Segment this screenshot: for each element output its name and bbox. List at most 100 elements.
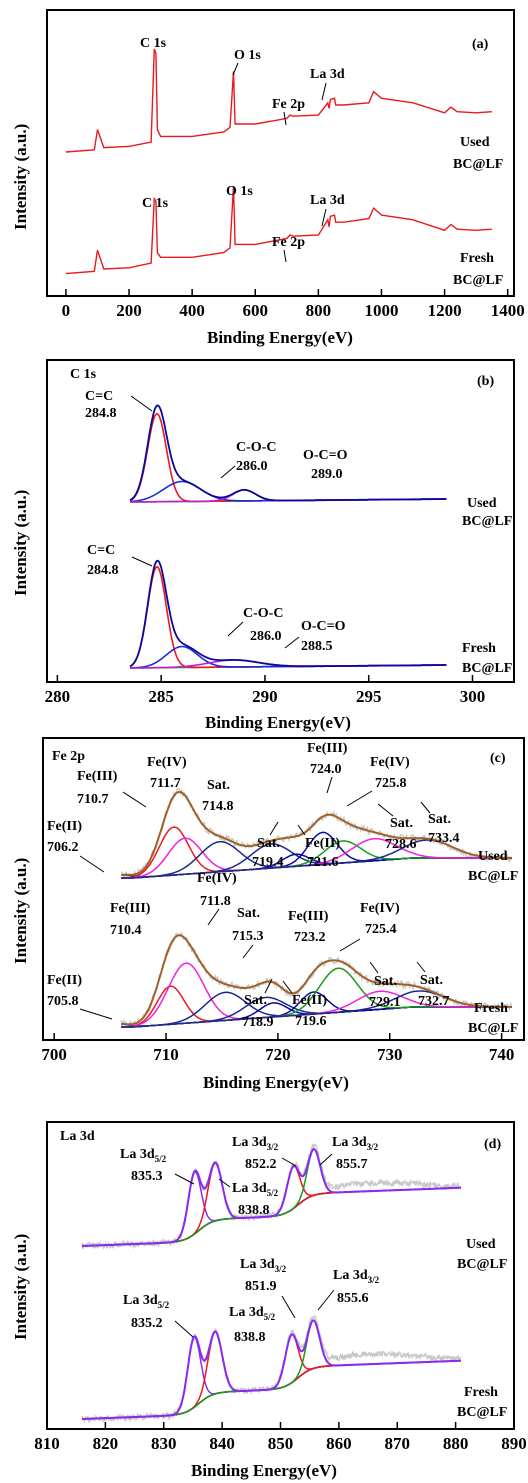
d-used-la52a-value: 835.3	[131, 1169, 163, 1184]
panel-a-used-o1s-arrow	[232, 62, 239, 76]
c-used-fe4b-value: 725.8	[375, 776, 407, 791]
c-used-fe4-label: Fe(IV)	[147, 755, 187, 770]
panel-a-used-sample: BC@LF	[453, 157, 503, 172]
c-fresh-sat1-arrow	[242, 944, 254, 959]
x-tick-label: 740	[489, 1045, 515, 1064]
b-used-occ-value: 289.0	[311, 467, 343, 482]
c-used-sat3-arrow	[377, 803, 394, 817]
d-fresh-la52b-label: La 3d5/2	[229, 1305, 276, 1322]
d-used-label: Used	[466, 1237, 496, 1252]
d-fresh-sample: BC@LF	[457, 1405, 507, 1420]
x-tick-label: 880	[443, 1434, 469, 1453]
b-fresh-occ-arrow	[284, 636, 300, 649]
c-fresh-sat3-arrow	[369, 961, 379, 974]
d-used-la52b-value: 838.8	[238, 1203, 270, 1218]
c-used-fe3-arrow	[122, 791, 147, 808]
b-used-coc-value: 286.0	[236, 459, 268, 474]
panel-b-label: (b)	[477, 374, 494, 389]
panel-a: 0 200 400 600 800 1000 1200 1400 (a) Used BC@LF…	[11, 9, 525, 347]
panel-d-fresh-raw	[81, 1314, 462, 1424]
panel-d-x-ticks: 810 820 830 840 850 860 870 880 890	[34, 1422, 527, 1453]
x-tick-label: 400	[179, 301, 205, 320]
c-fresh-fe4b-label: Fe(IV)	[360, 901, 400, 916]
c-fresh-fe2b-arrow	[282, 980, 293, 994]
x-tick-label: 280	[45, 687, 71, 706]
panel-d-fresh-envelope	[82, 1319, 461, 1420]
c-fresh-sat1-value: 715.3	[232, 929, 264, 944]
b-used-cc-label: C=C	[85, 389, 113, 404]
x-tick-label: 1200	[428, 301, 462, 320]
c-fresh-sat3-label: Sat.	[374, 974, 397, 989]
c-used-label: Used	[478, 849, 508, 864]
panel-c-used-components	[121, 826, 512, 879]
d-fresh-la52a-arrow	[174, 1320, 194, 1338]
c-fresh-sat2-label: Sat.	[244, 993, 267, 1008]
c-fresh-fe4b-arrow	[339, 938, 361, 952]
panel-a-used-fe2p-arrow	[283, 111, 287, 126]
panel-a-used-la3d: La 3d	[310, 67, 345, 82]
b-fresh-occ-value: 288.5	[301, 639, 333, 654]
panel-b-used-envelope	[129, 404, 447, 502]
panel-b-used-cc-peak	[129, 412, 447, 503]
b-fresh-occ-label: O-C=O	[301, 619, 346, 634]
x-tick-label: 0	[62, 301, 71, 320]
panel-d-label: (d)	[484, 1137, 501, 1152]
panel-a-fresh-la3d: La 3d	[310, 193, 345, 208]
x-tick-label: 1400	[491, 301, 525, 320]
c-used-sat4-arrow	[420, 801, 431, 814]
panel-c: 700 710 720 730 740 Fe 2p (c) Fe(III) 710.7 …	[11, 737, 525, 1092]
x-tick-label: 700	[41, 1045, 67, 1064]
panel-a-used-spectrum	[65, 48, 492, 153]
la-component-peak	[82, 1319, 461, 1420]
d-used-la32a-value: 852.2	[245, 1157, 277, 1172]
panel-a-used-o1s: O 1s	[234, 48, 261, 63]
c-fresh-fe4b-value: 725.4	[365, 922, 397, 937]
x-tick-label: 810	[34, 1434, 60, 1453]
d-fresh-la52b-value: 838.8	[234, 1330, 266, 1345]
c-fresh-fe3b-label: Fe(III)	[288, 909, 329, 924]
panel-a-x-label: Binding Energy(eV)	[207, 328, 353, 347]
d-used-la32b-arrow	[319, 1153, 333, 1166]
b-fresh-sample: BC@LF	[462, 661, 512, 676]
la-component-peak	[82, 1333, 461, 1420]
c-used-fe2-value: 706.2	[47, 840, 79, 855]
d-fresh-label: Fresh	[464, 1385, 498, 1400]
panel-b-fresh-cc-peak	[129, 565, 447, 669]
panel-b-x-label: Binding Energy(eV)	[205, 713, 351, 732]
la-component-peak	[82, 1336, 461, 1420]
panel-b-y-label: Intensity (a.u.)	[11, 490, 30, 596]
b-fresh-label: Fresh	[462, 641, 496, 656]
panel-d-x-label: Binding Energy(eV)	[191, 1461, 337, 1480]
b-used-label: Used	[467, 496, 497, 511]
d-used-la52b-arrow	[218, 1178, 231, 1188]
panel-d-fresh-components	[82, 1319, 461, 1420]
b-fresh-coc-label: C-O-C	[243, 606, 283, 621]
d-fresh-la32a-arrow	[281, 1295, 296, 1319]
c-used-sat3-label: Sat.	[390, 816, 413, 831]
c-fresh-fe3b-value: 723.2	[294, 930, 326, 945]
c-used-sample: BC@LF	[468, 869, 518, 884]
panel-b-frame	[46, 359, 515, 683]
c-used-sat2-arrow	[269, 821, 279, 836]
c-used-fe3-value: 710.7	[77, 792, 109, 807]
b-fresh-coc-arrow	[227, 621, 244, 637]
b-used-occ-label: O-C=O	[303, 448, 348, 463]
x-tick-label: 820	[93, 1434, 119, 1453]
la-component-peak	[82, 1331, 461, 1420]
panel-a-used-label: Used	[460, 135, 490, 150]
panel-c-fresh-envelope	[121, 934, 512, 1026]
panel-d-used-envelope	[82, 1148, 461, 1247]
c-used-fe2-label: Fe(II)	[47, 819, 82, 834]
panel-b: 280 285 290 295 300 C 1s (b) C=C 284.8 C-O-C…	[11, 359, 515, 732]
x-tick-label: 830	[151, 1434, 177, 1453]
b-used-coc-arrow	[220, 465, 236, 479]
c-fresh-sat4-arrow	[416, 961, 426, 973]
x-tick-label: 890	[501, 1434, 527, 1453]
c-fresh-sat2-value: 718.9	[242, 1015, 274, 1030]
c-used-sat1-label: Sat.	[207, 778, 230, 793]
x-tick-label: 870	[385, 1434, 411, 1453]
panel-a-y-label: Intensity (a.u.)	[11, 124, 30, 230]
panel-b-x-ticks: 280 285 290 295 300	[45, 675, 485, 706]
c-used-fe4b-label: Fe(IV)	[370, 755, 410, 770]
panel-a-used-la3d-arrow	[321, 82, 327, 101]
